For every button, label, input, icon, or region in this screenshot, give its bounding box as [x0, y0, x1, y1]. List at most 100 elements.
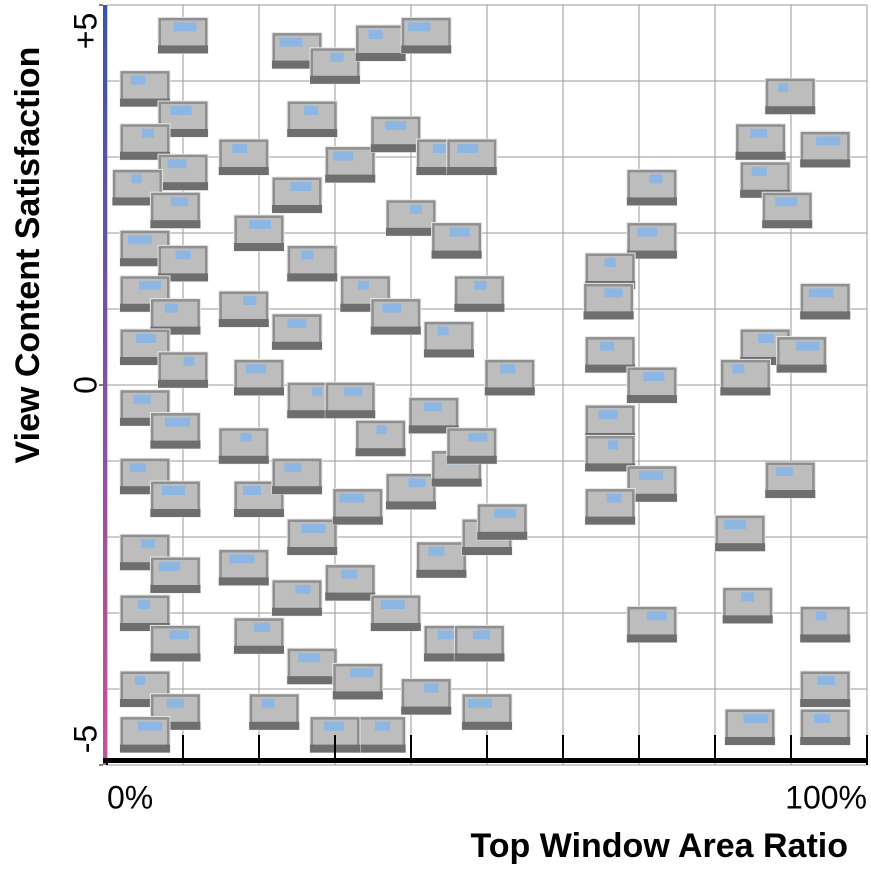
thumbnail-window — [385, 121, 406, 130]
thumbnail-floor — [234, 646, 284, 654]
thumbnail — [287, 648, 337, 684]
thumbnail-floor — [356, 53, 406, 61]
thumbnail-floor — [325, 593, 375, 601]
thumbnail-window — [428, 547, 444, 556]
thumbnail-floor — [777, 365, 827, 373]
thumbnail-window — [817, 676, 835, 685]
thumbnail-window — [138, 722, 162, 731]
thumbnail-window — [301, 250, 313, 259]
x-tick-label: 100% — [785, 779, 867, 815]
thumbnail-window — [285, 463, 302, 472]
thumbnail — [120, 717, 170, 753]
thumbnail-floor — [627, 197, 677, 205]
thumbnail — [777, 337, 827, 373]
thumbnail — [627, 367, 677, 403]
thumbnail-window — [639, 471, 663, 480]
thumbnail-floor — [386, 501, 436, 509]
thumbnail-window — [249, 220, 271, 229]
thumbnail — [325, 147, 375, 183]
thumbnail — [219, 139, 269, 175]
thumbnail-floor — [627, 634, 677, 642]
thumbnail-floor — [234, 243, 284, 251]
x-axis-title: Top Window Area Ratio — [471, 827, 848, 865]
thumbnail — [477, 504, 527, 540]
thumbnail-window — [174, 22, 197, 31]
thumbnail-floor — [723, 615, 773, 623]
thumbnail-floor — [584, 311, 634, 319]
thumbnail-floor — [150, 653, 200, 661]
thumbnail — [287, 101, 337, 137]
thumbnail-window — [138, 600, 150, 609]
thumbnail-floor — [765, 106, 815, 114]
thumbnail-floor — [447, 456, 497, 464]
thumbnail-floor — [287, 129, 337, 137]
thumbnail — [371, 595, 421, 631]
thumbnail-window — [369, 30, 383, 39]
thumbnail-window — [732, 364, 744, 373]
thumbnail-floor — [462, 722, 512, 730]
thumbnail — [325, 565, 375, 601]
thumbnail-floor — [219, 456, 269, 464]
thumbnail — [765, 78, 815, 114]
thumbnail-window — [128, 235, 152, 244]
thumbnail-window — [468, 699, 492, 708]
thumbnail-window — [131, 76, 145, 85]
thumbnail-floor — [325, 410, 375, 418]
thumbnail-window — [474, 281, 486, 290]
thumbnail-window — [243, 296, 256, 305]
thumbnail — [234, 215, 284, 251]
thumbnail-window — [608, 440, 618, 449]
thumbnail — [401, 679, 451, 715]
thumbnail — [287, 519, 337, 555]
thumbnail-window — [262, 699, 275, 708]
thumbnail-window — [408, 22, 430, 31]
thumbnail-window — [741, 592, 754, 601]
thumbnail-floor — [401, 45, 451, 53]
thumbnail-floor — [800, 634, 850, 642]
thumbnail-floor — [371, 144, 421, 152]
thumbnail-window — [168, 159, 187, 168]
thumbnail-window — [176, 250, 191, 259]
thumbnail-window — [600, 342, 614, 351]
thumbnail-window — [758, 334, 774, 343]
thumbnail-window — [298, 653, 320, 662]
thumbnail — [356, 717, 406, 753]
thumbnail-window — [130, 463, 146, 472]
thumbnail — [333, 663, 383, 699]
thumbnail — [219, 549, 269, 585]
thumbnail-floor — [150, 220, 200, 228]
thumbnail-window — [162, 486, 185, 495]
thumbnail-window — [605, 258, 616, 267]
thumbnail-floor — [272, 486, 322, 494]
y-tick-label: +5 — [67, 13, 103, 49]
thumbnail — [333, 489, 383, 525]
thumbnail-floor — [762, 220, 812, 228]
thumbnail-floor — [356, 448, 406, 456]
thumbnail-window — [381, 600, 405, 609]
thumbnail-window — [752, 167, 767, 176]
thumbnail-window — [344, 387, 362, 396]
thumbnail-floor — [219, 167, 269, 175]
thumbnail-window — [607, 494, 622, 503]
thumbnail-floor — [432, 251, 482, 259]
thumbnail — [800, 131, 850, 167]
thumbnail-wall — [161, 355, 205, 381]
thumbnail-floor — [454, 304, 504, 312]
thumbnail — [720, 359, 770, 395]
thumbnail-window — [296, 585, 311, 594]
thumbnail-floor — [462, 547, 512, 555]
thumbnail — [416, 542, 466, 578]
thumbnail-floor — [800, 159, 850, 167]
thumbnail-window — [288, 319, 307, 328]
thumbnail-window — [324, 722, 344, 731]
thumbnail — [219, 291, 269, 327]
thumbnail — [272, 177, 322, 213]
thumbnail-window — [450, 228, 470, 237]
thumbnail — [219, 428, 269, 464]
y-axis-title: View Content Satisfaction — [9, 47, 47, 464]
thumbnail-floor — [371, 327, 421, 335]
thumbnail — [150, 192, 200, 228]
thumbnail-window — [494, 509, 516, 518]
x-tick-label: 0% — [107, 779, 153, 815]
thumbnail-floor — [485, 387, 535, 395]
